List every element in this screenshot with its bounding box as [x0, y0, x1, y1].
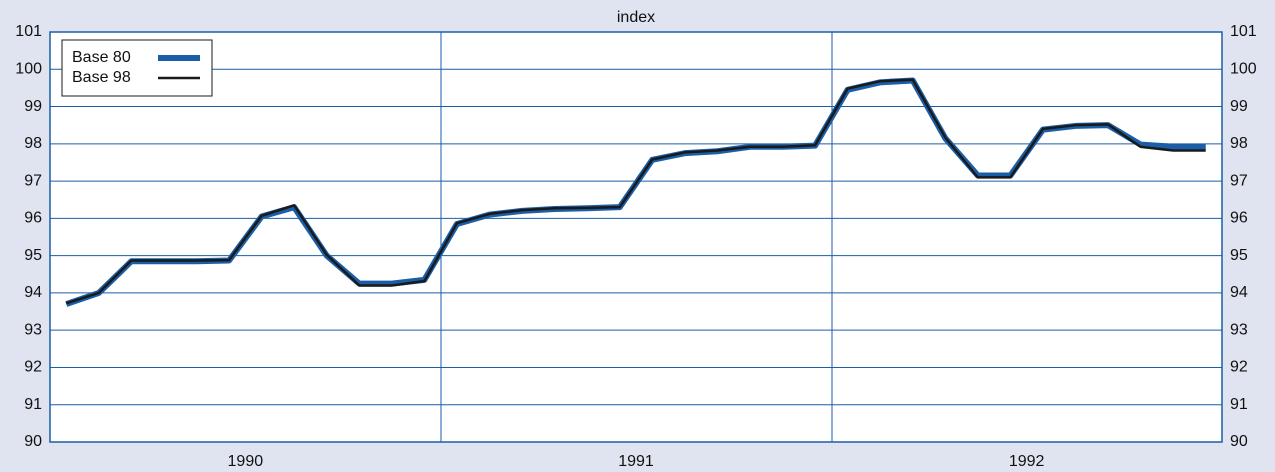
y-tick-label: 97 — [24, 172, 42, 189]
y-tick-label: 94 — [24, 284, 42, 301]
y-tick-label: 96 — [24, 210, 42, 227]
y-tick-label: 100 — [15, 60, 42, 77]
x-tick-label: 1992 — [1009, 453, 1045, 470]
plot-border — [49, 31, 1223, 443]
y-tick-label: 101 — [15, 23, 42, 40]
x-tick-label: 1990 — [228, 453, 264, 470]
y-tick-label-right: 101 — [1230, 23, 1257, 40]
legend-label: Base 98 — [72, 69, 131, 86]
y-tick-label: 98 — [24, 135, 42, 152]
y-tick-label: 92 — [24, 359, 42, 376]
y-tick-label-right: 100 — [1230, 60, 1257, 77]
y-tick-label-right: 99 — [1230, 98, 1248, 115]
y-tick-label: 90 — [24, 433, 42, 450]
lines — [65, 77, 1206, 307]
legend-label: Base 80 — [72, 49, 131, 66]
y-tick-label-right: 92 — [1230, 359, 1248, 376]
y-tick-label: 99 — [24, 98, 42, 115]
y-tick-label: 91 — [24, 396, 42, 413]
y-tick-label: 95 — [24, 247, 42, 264]
legend: Base 80 Base 98 — [61, 39, 213, 97]
series-line — [65, 78, 1206, 305]
plot-area — [50, 32, 1222, 442]
y-tick-label-right: 98 — [1230, 135, 1248, 152]
y-tick-label-right: 91 — [1230, 396, 1248, 413]
y-tick-label-right: 97 — [1230, 172, 1248, 189]
x-tick-label: 1991 — [618, 453, 654, 470]
y-tick-label-right: 96 — [1230, 210, 1248, 227]
y-tick-label: 93 — [24, 321, 42, 338]
y-tick-label-right: 93 — [1230, 321, 1248, 338]
y-tick-label-right: 95 — [1230, 247, 1248, 264]
y-axis-label: index — [617, 9, 655, 26]
y-tick-label-right: 90 — [1230, 433, 1248, 450]
y-tick-label-right: 94 — [1230, 284, 1248, 301]
legend-box — [61, 39, 213, 97]
